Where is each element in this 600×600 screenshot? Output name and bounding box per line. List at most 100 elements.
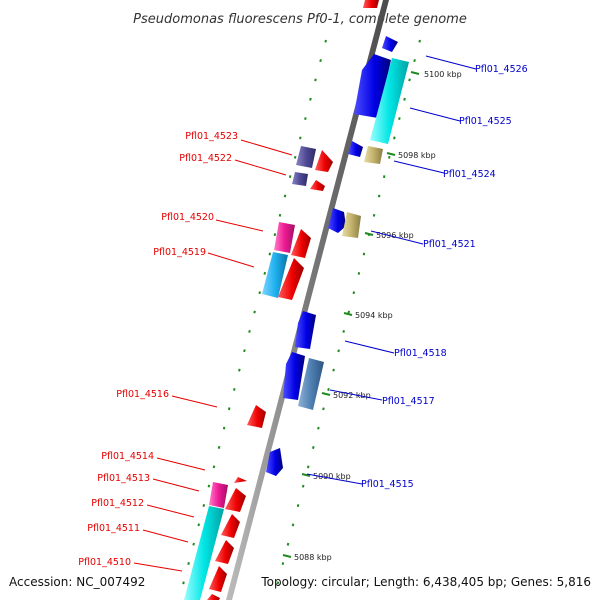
gene-block-pfl01-4525 — [370, 58, 409, 144]
gene-arrow-pfl01-4516 — [247, 405, 266, 428]
gene-arrow-pfl01-4512 — [221, 514, 240, 538]
accession-text: Accession: NC_007492 — [9, 575, 145, 589]
outer-tick — [418, 39, 421, 43]
gene-label-pfl01-4517[interactable]: Pfl01_4517 — [382, 396, 435, 407]
outer-tick — [337, 349, 340, 353]
outer-tick — [291, 523, 295, 527]
inner-tick — [202, 504, 206, 507]
outer-tick — [352, 291, 356, 295]
inner-tick — [207, 484, 211, 488]
inner-tick — [233, 387, 236, 391]
inner-tick — [263, 271, 267, 275]
major-scale-mark — [321, 392, 331, 396]
outer-tick — [327, 388, 330, 391]
major-scale-mark — [386, 152, 396, 156]
gene-label-pfl01-4512[interactable]: Pfl01_4512 — [91, 498, 144, 509]
inner-tick — [309, 97, 312, 101]
gene-label-pfl01-4523[interactable]: Pfl01_4523 — [185, 131, 238, 142]
inner-tick — [304, 117, 307, 121]
gene-arrow-pfl01-4522 — [310, 180, 325, 191]
outer-tick — [382, 175, 386, 179]
gene-label-pfl01-4516[interactable]: Pfl01_4516 — [116, 389, 169, 400]
outer-tick — [347, 310, 351, 314]
inner-tick — [248, 329, 251, 333]
inner-tick — [192, 542, 195, 546]
gene-arrow-pfl01-4520 — [291, 229, 311, 258]
gene-block-pfl01-4519 — [262, 252, 288, 298]
inner-tick — [227, 407, 231, 411]
outer-scale-ticks — [276, 39, 421, 585]
gene-label-pfl01-4525[interactable]: Pfl01_4525 — [459, 116, 512, 127]
scale-label-5098: 5098 kbp — [398, 151, 436, 160]
outer-tick — [342, 329, 345, 333]
inner-tick — [288, 175, 292, 179]
gene-label-pfl01-4521[interactable]: Pfl01_4521 — [423, 239, 476, 250]
gene-label-pfl01-4510[interactable]: Pfl01_4510 — [78, 557, 131, 568]
scale-label-5096: 5096 kbp — [376, 231, 414, 240]
outer-tick — [403, 97, 406, 101]
gene-block-pfl01-4512 — [184, 506, 224, 600]
outer-tick — [393, 136, 396, 140]
inner-tick — [324, 39, 327, 43]
reverse-leader-lines — [306, 55, 477, 485]
gene-block-pfl01-4520 — [274, 222, 295, 253]
inner-tick — [314, 78, 317, 82]
scale-marks — [282, 71, 420, 558]
outer-tick — [413, 59, 416, 63]
map-title: Pseudomonas fluorescens Pf0-1, complete … — [133, 12, 467, 27]
scale-label-5094: 5094 kbp — [355, 311, 393, 320]
inner-tick — [278, 213, 282, 217]
gene-label-pfl01-4524[interactable]: Pfl01_4524 — [443, 169, 496, 180]
gene-arrow-pfl01-4511 — [215, 540, 234, 564]
major-scale-mark — [364, 232, 374, 236]
inner-tick — [293, 155, 297, 159]
outer-tick — [332, 368, 335, 372]
inner-tick — [212, 465, 216, 469]
inner-tick — [273, 233, 277, 237]
gene-label-pfl01-4522[interactable]: Pfl01_4522 — [179, 153, 232, 164]
gene-label-pfl01-4526[interactable]: Pfl01_4526 — [475, 64, 528, 75]
gene-label-pfl01-4518[interactable]: Pfl01_4518 — [394, 348, 447, 359]
gene-label-pfl01-4513[interactable]: Pfl01_4513 — [97, 473, 150, 484]
gene-arrow-pfl01-4526-small — [382, 36, 398, 52]
outer-tick — [317, 426, 320, 430]
scale-label-5090: 5090 kbp — [313, 472, 351, 481]
gene-label-pfl01-4511[interactable]: Pfl01_4511 — [87, 523, 140, 534]
gene-label-pfl01-4514[interactable]: Pfl01_4514 — [101, 451, 154, 462]
gene-arrow-pfl01-4526 — [354, 54, 391, 118]
forward-leader-lines — [133, 139, 293, 572]
gene-block-pfl01-4521 — [342, 212, 361, 238]
outer-tick — [312, 446, 315, 449]
gene-label-pfl01-4515[interactable]: Pfl01_4515 — [361, 479, 414, 490]
gene-arrow-pfl01-4518-a — [295, 311, 316, 349]
gene-label-pfl01-4519[interactable]: Pfl01_4519 — [153, 247, 206, 258]
scale-label-5100: 5100 kbp — [424, 70, 462, 79]
outer-tick — [296, 504, 300, 508]
inner-tick — [253, 310, 256, 314]
gene-block-pfl01-4523 — [296, 146, 316, 168]
outer-tick — [286, 542, 290, 546]
inner-tick — [217, 445, 221, 449]
outer-tick — [362, 252, 366, 256]
inner-tick — [197, 523, 201, 527]
inner-tick — [283, 194, 287, 198]
inner-tick — [187, 562, 190, 565]
gene-label-pfl01-4520[interactable]: Pfl01_4520 — [161, 212, 214, 223]
major-scale-mark — [343, 312, 353, 316]
topology-text: Topology: circular; Length: 6,438,405 bp… — [260, 575, 591, 589]
gene-arrow-pfl01-4523 — [315, 150, 333, 172]
gene-block-pfl01-4524 — [364, 146, 383, 164]
gene-arrow-bottom — [207, 594, 220, 600]
gene-arrow-pfl01-4515 — [266, 448, 283, 476]
gene-block-pfl01-4517 — [298, 358, 324, 410]
inner-tick — [258, 291, 261, 295]
gene-block-pfl01-4522 — [292, 172, 308, 186]
inner-tick — [238, 368, 241, 372]
gene-arrow-top-red — [363, 0, 379, 8]
scale-label-5088: 5088 kbp — [294, 553, 332, 562]
outer-tick — [276, 581, 280, 585]
outer-tick — [398, 117, 401, 121]
inner-tick — [182, 581, 185, 585]
gene-arrow-pfl01-4514 — [234, 477, 247, 483]
